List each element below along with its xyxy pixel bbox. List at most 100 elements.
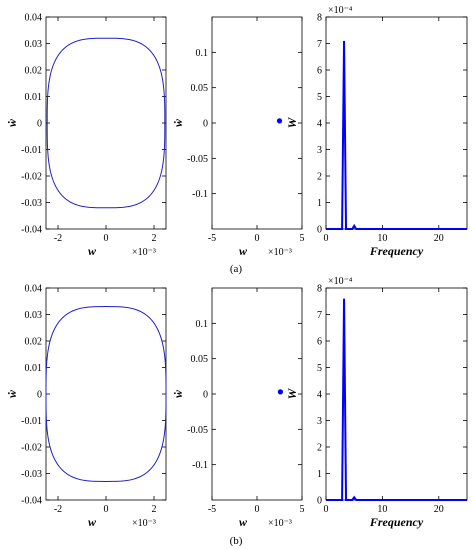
y-tick-label: -0.03 bbox=[21, 198, 42, 209]
y-tick-label: 3 bbox=[317, 145, 322, 156]
y-tick-label: 0 bbox=[317, 225, 322, 236]
y-axis-label: ẇ bbox=[5, 118, 19, 127]
x-scale-label: ×10⁻³ bbox=[132, 518, 156, 529]
x-axis-label: w bbox=[88, 244, 97, 258]
x-tick-label: 0 bbox=[255, 504, 260, 515]
plot-frame bbox=[325, 287, 468, 501]
x-tick-label: 20 bbox=[434, 504, 444, 515]
y-tick-label: 0 bbox=[203, 119, 208, 130]
orbit-line bbox=[45, 306, 167, 482]
y-tick-label: -0.02 bbox=[21, 443, 42, 454]
y-tick-label: -0.01 bbox=[21, 145, 42, 156]
y-tick-label: -0.04 bbox=[21, 225, 42, 236]
y-tick-label: 0.03 bbox=[25, 310, 43, 321]
y-tick-label: -0.04 bbox=[21, 496, 42, 507]
y-tick-label: 2 bbox=[317, 172, 322, 183]
y-tick-label: -0.01 bbox=[21, 416, 42, 427]
y-tick-label: 0 bbox=[37, 390, 42, 401]
x-tick-label: -2 bbox=[54, 504, 62, 515]
y-tick-label: 4 bbox=[317, 390, 322, 401]
x-tick-label: 5 bbox=[300, 504, 305, 515]
spectrum-line bbox=[326, 40, 467, 230]
panel-b-phase: -2 0 2 -0.04 -0.03 -0.02 -0.01 0 0.01 0.02 0.03 0.0… bbox=[5, 284, 167, 529]
y-axis-label: W bbox=[285, 116, 299, 128]
x-tick-label: 0 bbox=[324, 504, 329, 515]
x-tick-label: 20 bbox=[434, 233, 444, 244]
x-tick-label: -5 bbox=[208, 504, 216, 515]
plot-frame bbox=[45, 287, 167, 501]
x-tick-label: 0 bbox=[324, 233, 329, 244]
y-axis-label: ẇ bbox=[171, 118, 185, 127]
spectrum-line bbox=[326, 298, 467, 501]
x-tick-label: 0 bbox=[255, 233, 260, 244]
orbit-line bbox=[46, 37, 166, 209]
caption-b: (b) bbox=[230, 535, 243, 547]
x-scale-label: ×10⁻³ bbox=[268, 518, 292, 529]
y-tick-label: 0 bbox=[37, 119, 42, 130]
y-tick-label: 8 bbox=[317, 284, 322, 295]
poincare-point bbox=[276, 118, 283, 124]
x-tick-label: -2 bbox=[54, 233, 62, 244]
y-tick-label: -0.1 bbox=[192, 460, 208, 471]
y-tick-label: -0.03 bbox=[21, 469, 42, 480]
y-tick-label: 7 bbox=[317, 310, 322, 321]
x-tick-label: 0 bbox=[104, 233, 109, 244]
y-tick-label: 7 bbox=[317, 39, 322, 50]
y-tick-label: 8 bbox=[317, 13, 322, 24]
y-axis-label: ẇ bbox=[5, 389, 19, 398]
y-tick-label: -0.1 bbox=[192, 189, 208, 200]
y-tick-label: 0.1 bbox=[196, 319, 209, 330]
y-tick-label: 0.1 bbox=[196, 48, 209, 59]
y-tick-label: 0.01 bbox=[25, 363, 43, 374]
caption-a: (a) bbox=[230, 263, 243, 275]
y-tick-label: -0.02 bbox=[21, 172, 42, 183]
x-tick-label: 5 bbox=[300, 233, 305, 244]
y-tick-label: 0.02 bbox=[25, 337, 43, 348]
panel-a-spectrum: 0 10 20 0 1 2 3 4 5 6 7 8 Frequency W ×10⁻⁴ bbox=[285, 5, 468, 258]
x-axis-label: Frequency bbox=[369, 244, 424, 258]
x-axis-label: Frequency bbox=[369, 515, 424, 529]
y-tick-label: 0.05 bbox=[191, 83, 209, 94]
y-tick-label: 0.01 bbox=[25, 92, 43, 103]
y-tick-label: 4 bbox=[317, 119, 322, 130]
x-tick-label: 0 bbox=[104, 504, 109, 515]
y-axis-label: ẇ bbox=[171, 389, 185, 398]
y-tick-label: -0.05 bbox=[187, 154, 208, 165]
x-axis-label: w bbox=[239, 244, 248, 258]
y-tick-label: 0.04 bbox=[25, 284, 43, 295]
plot-frame bbox=[325, 16, 468, 230]
y-tick-label: 0.04 bbox=[25, 13, 43, 24]
y-tick-label: 0.05 bbox=[191, 354, 209, 365]
y-tick-label: 3 bbox=[317, 416, 322, 427]
x-tick-label: 10 bbox=[377, 233, 387, 244]
panel-b-spectrum: 0 10 20 0 1 2 3 4 5 6 7 8 Frequency W ×10⁻⁴ bbox=[285, 276, 468, 529]
y-tick-label: 6 bbox=[317, 337, 322, 348]
x-scale-label: ×10⁻³ bbox=[268, 247, 292, 258]
panel-a-poincare: -5 0 5 -0.1 -0.05 0 0.05 0.1 w ẇ ×10⁻³ bbox=[171, 16, 305, 258]
x-axis-label: w bbox=[239, 515, 248, 529]
y-tick-label: -0.05 bbox=[187, 425, 208, 436]
x-scale-label: ×10⁻³ bbox=[132, 247, 156, 258]
y-axis-label: W bbox=[285, 387, 299, 399]
y-tick-label: 0.02 bbox=[25, 66, 43, 77]
y-tick-label: 1 bbox=[317, 198, 322, 209]
y-scale-label: ×10⁻⁴ bbox=[328, 5, 353, 16]
panel-a-phase: -2 0 2 -0.04 -0.03 -0.02 -0.01 0 0.01 0.02 0.03 0.0… bbox=[5, 13, 167, 258]
y-tick-label: 0 bbox=[317, 496, 322, 507]
panel-b-poincare: -5 0 5 -0.1 -0.05 0 0.05 0.1 w ẇ ×10⁻³ bbox=[171, 287, 305, 529]
y-tick-label: 0 bbox=[203, 390, 208, 401]
x-tick-label: 2 bbox=[152, 233, 157, 244]
x-tick-label: 10 bbox=[377, 504, 387, 515]
poincare-point bbox=[277, 389, 283, 395]
y-scale-label: ×10⁻⁴ bbox=[328, 276, 353, 287]
x-axis-label: w bbox=[88, 515, 97, 529]
y-tick-label: 0.03 bbox=[25, 39, 43, 50]
y-tick-label: 5 bbox=[317, 92, 322, 103]
y-tick-label: 1 bbox=[317, 469, 322, 480]
x-tick-label: -5 bbox=[208, 233, 216, 244]
y-tick-label: 6 bbox=[317, 66, 322, 77]
y-tick-label: 2 bbox=[317, 443, 322, 454]
y-tick-label: 5 bbox=[317, 363, 322, 374]
x-tick-label: 2 bbox=[152, 504, 157, 515]
